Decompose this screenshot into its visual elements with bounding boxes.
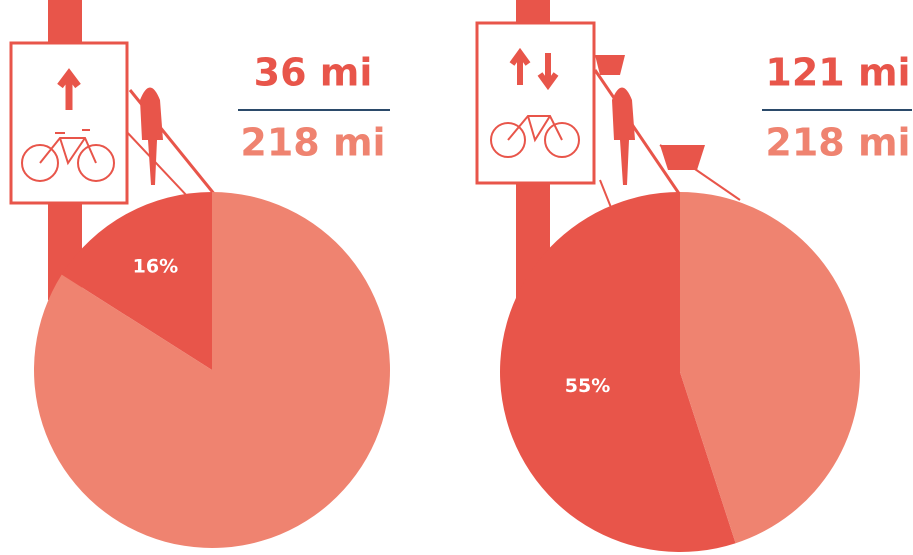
fraction-numerator: 121 mi: [765, 51, 910, 95]
slice-label: 55%: [565, 375, 610, 397]
left-sign: [9, 0, 217, 300]
right-sign: [475, 0, 741, 300]
pie-slice: [680, 192, 860, 544]
pie-slice: [61, 192, 213, 370]
fraction-denominator: 218 mi: [240, 121, 385, 165]
pie-slice: [34, 192, 391, 548]
slice-label: 16%: [133, 256, 178, 278]
pie-slice: [500, 192, 736, 552]
fraction-denominator: 218 mi: [765, 121, 910, 165]
fraction-numerator: 36 mi: [254, 51, 373, 95]
